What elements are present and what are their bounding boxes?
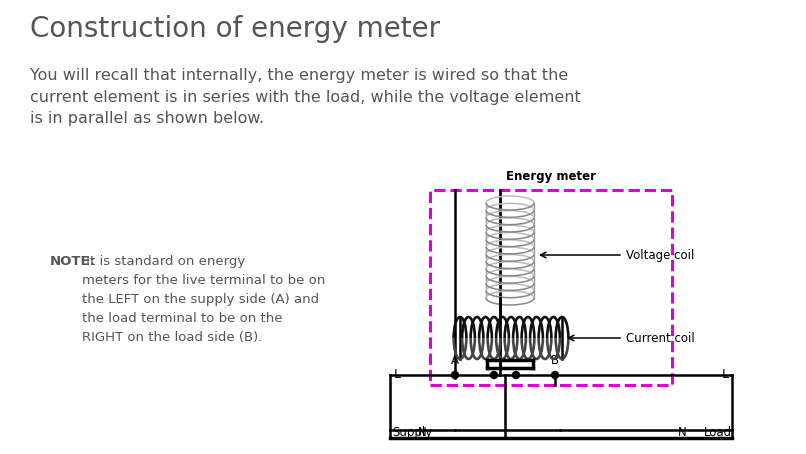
Text: It is standard on energy
meters for the live terminal to be on
the LEFT on the s: It is standard on energy meters for the … (82, 255, 326, 344)
Text: Construction of energy meter: Construction of energy meter (30, 15, 440, 43)
Text: A: A (451, 354, 459, 367)
Text: N: N (678, 426, 687, 439)
Circle shape (491, 371, 497, 379)
Text: Current coil: Current coil (626, 331, 695, 345)
Text: B: B (551, 354, 559, 367)
Text: Energy meter: Energy meter (506, 170, 596, 183)
Circle shape (451, 371, 459, 379)
Text: L: L (721, 369, 729, 381)
Text: Supply: Supply (392, 426, 432, 439)
Text: Load: Load (704, 426, 732, 439)
Circle shape (551, 371, 559, 379)
Text: N: N (418, 426, 426, 439)
Circle shape (513, 371, 520, 379)
Bar (430, 190, 672, 385)
Text: L: L (393, 369, 401, 381)
Text: You will recall that internally, the energy meter is wired so that the
current e: You will recall that internally, the ene… (30, 68, 581, 126)
Text: Voltage coil: Voltage coil (626, 248, 695, 262)
Text: NOTE:: NOTE: (50, 255, 96, 268)
